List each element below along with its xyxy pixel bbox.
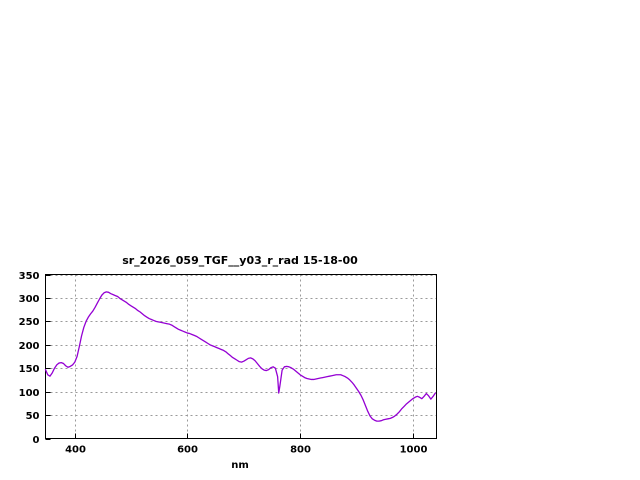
gridlines [45,274,437,439]
y-tick-label: 50 [26,411,40,422]
y-axis-tick-labels: 0 50 100 150 200 250 300 350 [19,271,40,446]
y-tick-label: 150 [19,364,40,375]
plot-frame [45,274,437,439]
x-tick-label: 400 [65,445,86,456]
y-tick-label: 300 [19,294,40,305]
y-tick-label: 350 [19,271,40,282]
x-tick-label: 600 [177,445,198,456]
y-tick-label: 100 [19,388,40,399]
x-axis-ticks [75,433,414,439]
x-tick-label: 1000 [400,445,428,456]
x-axis-tick-labels: 400 600 800 1000 [65,445,427,456]
y-tick-label: 200 [19,341,40,352]
y-tick-label: 0 [33,435,40,446]
spectrum-line [44,291,437,422]
chart-title: sr_2026_059_TGF__y03_r_rad 15-18-00 [122,254,358,267]
x-axis-label: nm [231,460,249,471]
x-tick-label: 800 [290,445,311,456]
y-tick-label: 250 [19,317,40,328]
y-axis-ticks [45,275,51,440]
